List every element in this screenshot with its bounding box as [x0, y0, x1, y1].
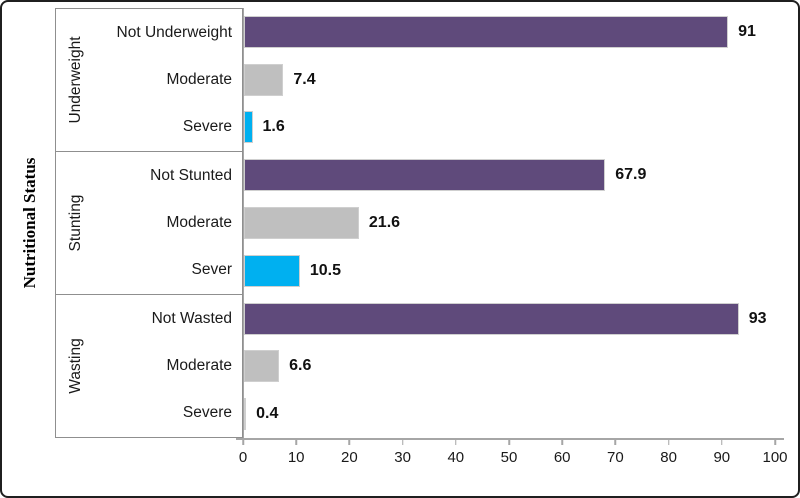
group-section-wasting: Wasting Not Wasted Moderate Severe — [56, 294, 242, 437]
bar-value-label: 67.9 — [615, 166, 647, 184]
category-column: Not Wasted Moderate Severe — [96, 295, 242, 437]
bar — [244, 63, 284, 96]
x-axis-tick-label: 10 — [287, 449, 305, 466]
x-axis-tick — [348, 440, 351, 445]
bar — [244, 207, 359, 240]
category-label: Severe — [182, 118, 232, 136]
bar-row: 0.4 — [244, 390, 783, 438]
x-axis-tick — [721, 440, 723, 445]
bar — [244, 254, 300, 287]
bar-value-label: 93 — [748, 309, 767, 327]
bar-value-label: 0.4 — [256, 405, 279, 423]
bar-value-label: 6.6 — [289, 357, 312, 375]
category-cell: Moderate — [96, 56, 242, 103]
group-label-cell: Underweight — [56, 9, 96, 151]
bar — [244, 111, 253, 144]
category-cell: Severe — [96, 104, 242, 151]
x-axis-tick — [774, 440, 776, 445]
bar-row: 10.5 — [244, 247, 783, 295]
x-axis-tick-label: 90 — [713, 449, 731, 466]
x-axis-tick — [508, 440, 510, 445]
category-label: Not Underweight — [116, 23, 232, 41]
x-axis-tick-label: 100 — [762, 449, 788, 466]
category-cell: Severe — [96, 390, 242, 437]
bar-value-label: 10.5 — [309, 261, 341, 279]
x-axis-tick — [614, 440, 617, 445]
category-axis-box: Underweight Not Underweight Moderate Severe… — [55, 8, 243, 438]
bar — [244, 15, 729, 48]
bar — [244, 159, 606, 192]
bar — [244, 398, 247, 431]
x-axis-tick-label: 70 — [607, 449, 624, 466]
category-cell: Sever — [96, 247, 242, 294]
bar-row: 67.9 — [244, 151, 783, 199]
group-label: Wasting — [67, 338, 84, 394]
category-label: Not Wasted — [151, 309, 232, 327]
category-label: Not Stunted — [150, 166, 232, 184]
category-label: Moderate — [166, 70, 232, 88]
bar — [244, 350, 280, 383]
category-cell: Not Underweight — [96, 9, 242, 56]
x-axis-tick-label: 40 — [447, 449, 465, 466]
x-axis-tick — [242, 440, 244, 445]
category-column: Not Underweight Moderate Severe — [96, 9, 242, 151]
bar-row: 91 — [244, 8, 783, 56]
x-axis-tick — [295, 440, 297, 445]
x-axis-tick — [561, 440, 563, 445]
category-cell: Moderate — [96, 342, 242, 389]
group-label-cell: Wasting — [56, 295, 96, 437]
category-cell: Moderate — [96, 199, 242, 246]
bar-row: 21.6 — [244, 199, 783, 247]
x-axis-tick-label: 60 — [553, 449, 571, 466]
category-label: Sever — [191, 261, 233, 279]
bar-row: 1.6 — [244, 104, 783, 152]
category-cell: Not Wasted — [96, 295, 242, 342]
x-axis: 0 10 20 30 40 50 60 70 80 90 100 — [239, 440, 788, 470]
x-axis-tick — [455, 440, 457, 445]
x-axis-line — [236, 438, 784, 440]
x-axis-tick — [667, 440, 670, 445]
category-label: Moderate — [166, 356, 232, 374]
bar-value-label: 91 — [738, 22, 756, 40]
plot-area: 91 7.4 1.6 67.9 21.6 10.5 93 6.6 0.4 — [243, 8, 783, 438]
bar-value-label: 7.4 — [293, 70, 316, 88]
bar-row: 7.4 — [244, 56, 783, 104]
group-section-stunting: Stunting Not Stunted Moderate Sever — [56, 151, 242, 294]
x-axis-tick-label: 0 — [238, 449, 248, 466]
x-axis-tick-label: 80 — [660, 449, 677, 466]
group-label: Underweight — [67, 36, 84, 124]
bar-value-label: 1.6 — [262, 118, 285, 136]
category-column: Not Stunted Moderate Sever — [96, 152, 242, 294]
bar — [244, 302, 739, 335]
category-label: Moderate — [166, 213, 232, 231]
bar-row: 6.6 — [244, 342, 783, 390]
bar-value-label: 21.6 — [368, 214, 401, 232]
x-axis-tick-label: 30 — [394, 449, 411, 466]
x-axis-tick-label: 20 — [341, 449, 358, 466]
category-label: Severe — [182, 404, 232, 422]
category-cell: Not Stunted — [96, 152, 242, 199]
x-axis-tick — [401, 440, 404, 445]
group-label-cell: Stunting — [56, 152, 96, 294]
y-axis-title: Nutritional Status — [20, 157, 39, 289]
group-label: Stunting — [67, 194, 84, 252]
x-axis-tick-label: 50 — [500, 449, 518, 466]
group-section-underweight: Underweight Not Underweight Moderate Severe — [56, 9, 242, 151]
bar-row: 93 — [244, 295, 783, 343]
